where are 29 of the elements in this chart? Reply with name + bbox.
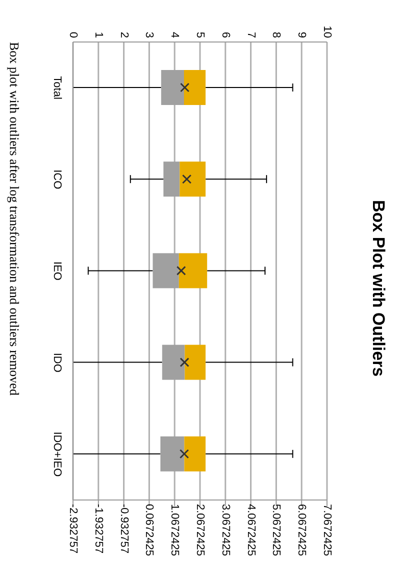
- x2-tick-label: 5.0672425: [270, 504, 282, 556]
- y-tick-label: ICO: [51, 170, 63, 190]
- x-tick-label: 4: [168, 32, 181, 38]
- x-tick-label: 3: [143, 32, 156, 38]
- x-tick-label: 2: [118, 32, 130, 38]
- x2-tick-label: -1.932757: [92, 504, 104, 554]
- x-tick-label: 7: [244, 32, 257, 38]
- x2-tick-label: -0.932757: [118, 504, 130, 554]
- x2-tick-label: 2.0672425: [194, 504, 206, 556]
- text: Box plot with outliers after log transformation and outliers removed: [6, 42, 22, 396]
- y-tick-label: IDO: [51, 352, 63, 373]
- x-tick-label: 6: [219, 32, 232, 38]
- x2-tick-label: 3.0672425: [219, 504, 232, 556]
- x2-tick-label: 4.0672425: [244, 504, 257, 556]
- y-tick-label: IDO+IEO: [51, 432, 63, 478]
- x2-tick-label: 7.0672425: [321, 504, 333, 556]
- x-tick-label: 0: [67, 32, 79, 38]
- text: Box Plot with Outliers: [368, 200, 388, 376]
- y-tick-label: IEO: [51, 262, 63, 281]
- x2-tick-label: 1.0672425: [168, 504, 181, 556]
- x2-tick-label: -2.932757: [67, 504, 79, 554]
- x-tick-label: 10: [321, 26, 333, 38]
- x-tick-label: 5: [194, 32, 206, 38]
- x-tick-label: 8: [270, 32, 282, 38]
- x2-tick-label: 0.0672425: [143, 504, 156, 556]
- y-tick-label: Total: [51, 76, 63, 100]
- x-tick-label: 9: [296, 32, 308, 38]
- x2-tick-label: 6.0672425: [296, 504, 308, 556]
- x-tick-label: 1: [92, 32, 104, 38]
